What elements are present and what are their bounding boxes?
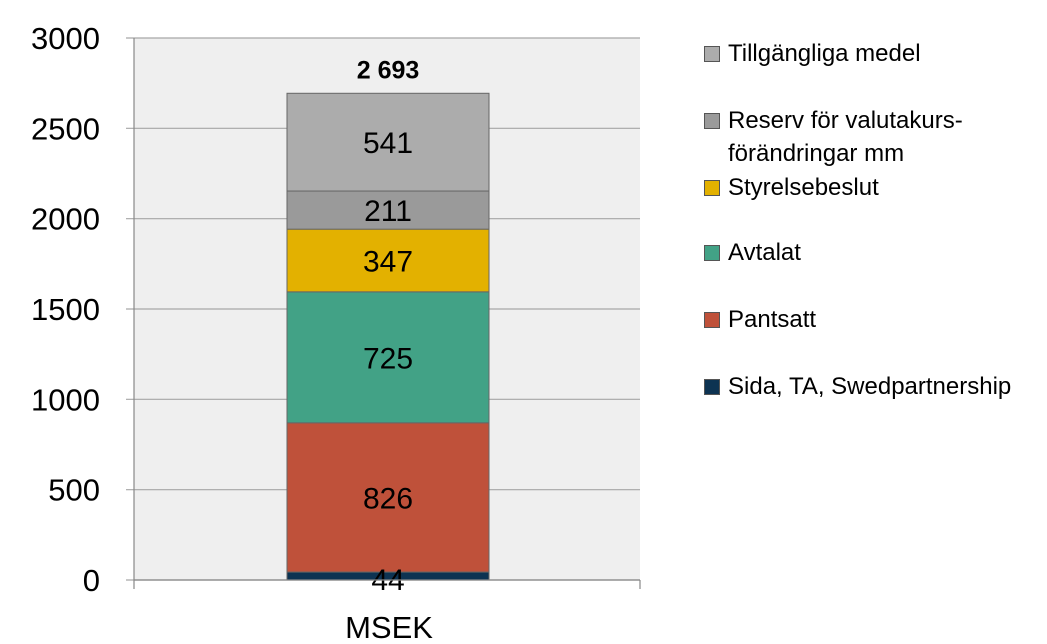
y-tick-label: 0 — [83, 563, 100, 598]
y-axis: 0 500 1000 1500 2000 2500 3000 — [31, 21, 135, 598]
bar-stack — [286, 92, 490, 581]
segment-data-label: 541 — [363, 127, 413, 160]
legend-label: Reserv för valutakurs-förändringar mm — [728, 107, 963, 167]
legend-item: Sida, TA, Swedpartnership — [704, 370, 1028, 403]
legend-swatch — [704, 180, 720, 196]
legend-label: Tillgängliga medel — [728, 40, 921, 67]
y-tick-label: 2000 — [31, 202, 100, 237]
x-category-label: MSEK — [345, 610, 433, 644]
legend-swatch — [704, 46, 720, 62]
legend-swatch — [704, 113, 720, 129]
legend-swatch — [704, 379, 720, 395]
legend-item: Tillgängliga medel — [704, 37, 1028, 70]
legend-item: Pantsatt — [704, 303, 1028, 336]
bar-segment — [286, 190, 490, 230]
y-tick-label: 3000 — [31, 21, 100, 56]
legend-item: Reserv för valutakurs-förändringar mm — [704, 104, 1028, 170]
total-label: 2 693 — [357, 56, 420, 84]
legend-label: Pantsatt — [728, 306, 817, 333]
legend-label: Avtalat — [728, 239, 801, 266]
segment-data-label: 211 — [364, 195, 412, 228]
segment-data-label: 725 — [363, 342, 413, 375]
x-axis: MSEK — [133, 579, 641, 644]
segment-data-label: 347 — [363, 245, 413, 278]
y-tick-label: 1000 — [31, 382, 100, 417]
segment-data-label: 826 — [363, 482, 413, 515]
legend-label: Sida, TA, Swedpartnership — [728, 373, 1012, 400]
legend-swatch — [704, 312, 720, 328]
y-tick-label: 2500 — [31, 111, 100, 146]
legend-item: Styrelsebeslut — [704, 171, 1028, 204]
bar-segment — [286, 422, 490, 573]
y-tick-label: 1500 — [31, 292, 100, 327]
legend-swatch — [704, 245, 720, 261]
legend-item: Avtalat — [704, 236, 1028, 269]
bar-segment — [286, 291, 490, 424]
bar-segment — [286, 92, 490, 192]
legend-label: Styrelsebeslut — [728, 174, 879, 201]
y-tick-label: 500 — [48, 473, 100, 508]
